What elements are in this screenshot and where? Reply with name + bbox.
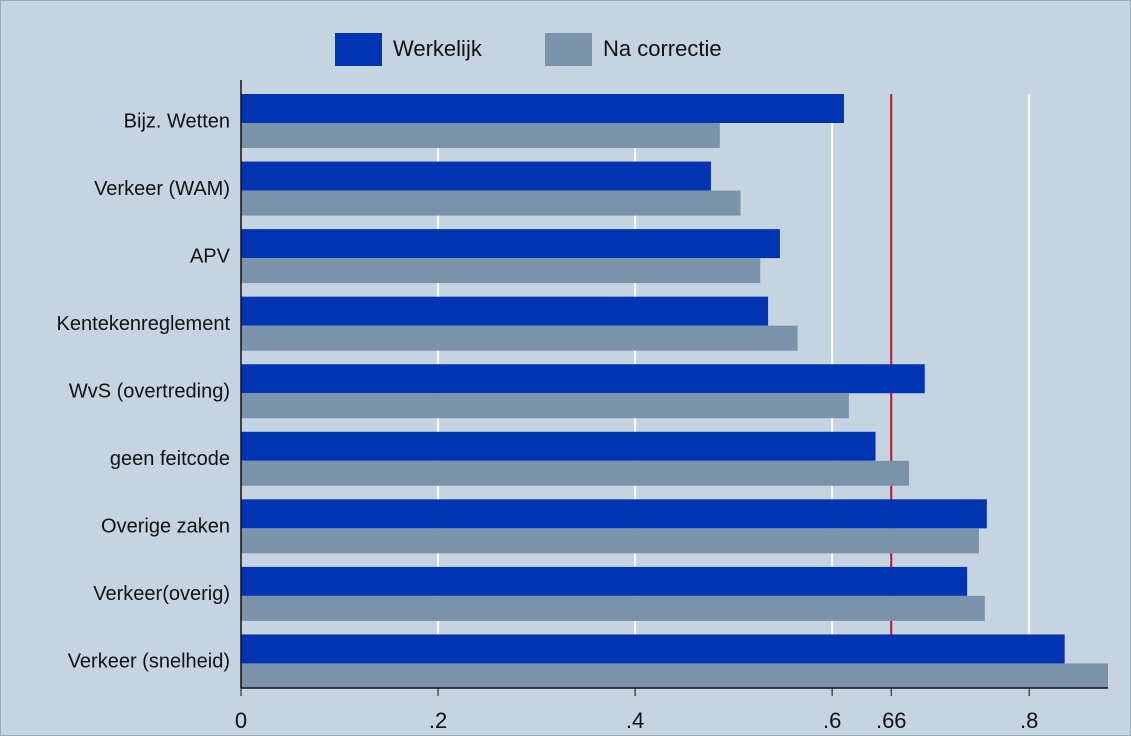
y-tick-label: Verkeer (snelheid) xyxy=(68,651,230,673)
bar xyxy=(241,364,925,394)
bar xyxy=(241,94,844,123)
bar xyxy=(241,431,876,461)
bar xyxy=(241,663,1108,689)
bar xyxy=(241,258,761,284)
legend-swatch xyxy=(545,33,592,66)
legend-label: Werkelijk xyxy=(393,36,483,61)
y-tick-label: Bijz. Wetten xyxy=(124,110,230,132)
x-tick-label: .66 xyxy=(876,708,907,733)
legend-swatch xyxy=(335,33,382,66)
y-tick-label: Verkeer (WAM) xyxy=(94,178,230,200)
bar xyxy=(241,190,741,216)
y-tick-label: Verkeer(overig) xyxy=(93,583,230,605)
y-tick-label: geen feitcode xyxy=(110,448,230,470)
x-tick-label: .2 xyxy=(429,708,447,733)
x-tick-label: .8 xyxy=(1020,708,1038,733)
y-tick-label: Overige zaken xyxy=(101,516,230,538)
bar xyxy=(241,566,968,596)
bar xyxy=(241,460,909,486)
bar xyxy=(241,325,798,351)
bar xyxy=(241,123,720,148)
bar xyxy=(241,393,849,419)
y-tick-label: Kentekenreglement xyxy=(57,313,231,335)
legend-label: Na correctie xyxy=(603,36,722,61)
x-tick-label: .4 xyxy=(626,708,644,733)
bar xyxy=(241,634,1065,664)
x-tick-label: 0 xyxy=(235,708,247,733)
bar xyxy=(241,229,780,259)
x-tick-label: .6 xyxy=(823,708,841,733)
bar xyxy=(241,296,769,326)
bar xyxy=(241,499,987,529)
bar xyxy=(241,528,979,554)
y-tick-label: APV xyxy=(190,245,231,267)
bar xyxy=(241,161,711,191)
bar xyxy=(241,595,985,621)
y-tick-label: WvS (overtreding) xyxy=(69,381,230,403)
